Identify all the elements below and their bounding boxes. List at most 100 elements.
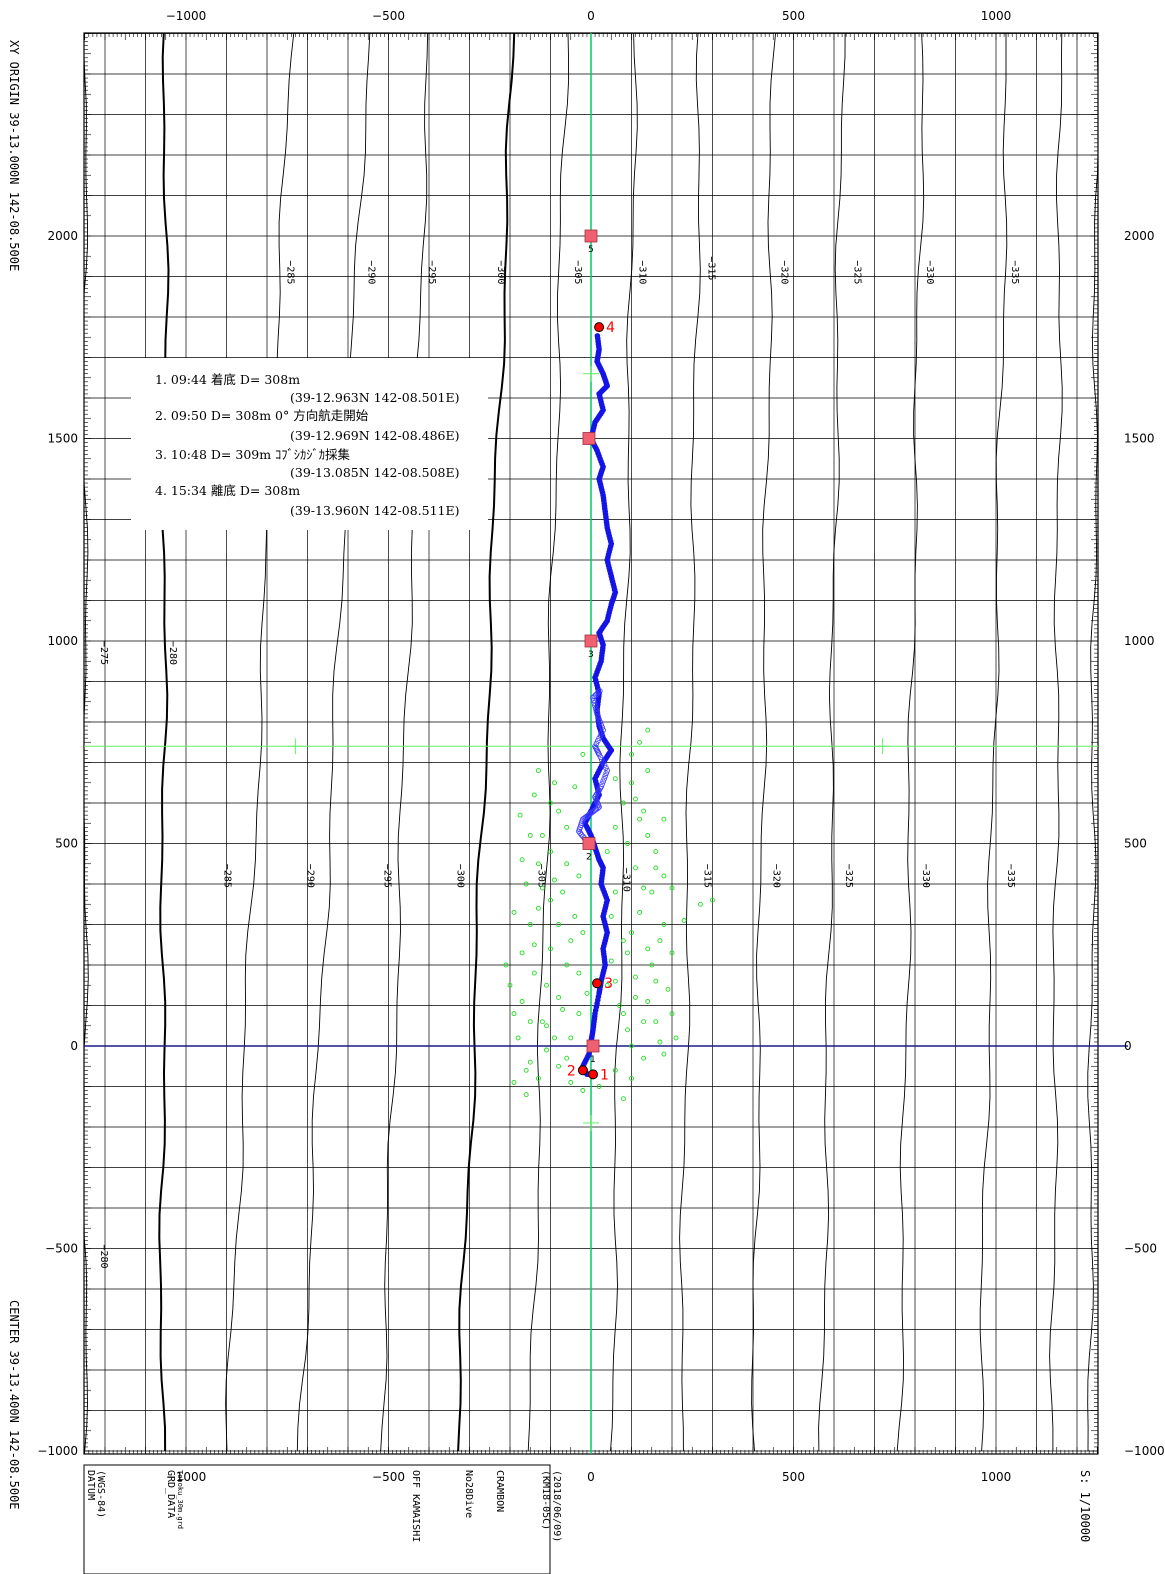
position-fix-point [637,816,643,822]
reference-lines [84,33,1128,1454]
position-fix-point [661,873,667,879]
legend-line-4: (39-12.969N 142-08.486E) [290,428,459,443]
contour-line [225,32,295,1452]
position-fix-point [580,930,586,936]
position-fix-point [612,824,618,830]
y-tick-label-right: 1500 [1124,432,1155,446]
position-fix-point [620,1011,626,1017]
track-point [600,759,606,766]
track-point [596,735,602,741]
position-fix-point [556,994,562,1000]
position-fix-point [637,739,643,745]
position-fix-point [564,962,570,968]
contour-line [896,32,925,1452]
y-tick-label-right: −1000 [1124,1444,1165,1458]
position-fix-point [568,938,574,944]
contour-label: −275 [98,641,109,665]
position-fix-point [620,800,626,806]
x-tick-label-bottom: −500 [372,1470,405,1484]
y-tick-label-right: 500 [1124,837,1147,851]
track-point [600,778,606,785]
position-fix-point [552,877,557,883]
contour-label: −300 [454,864,465,888]
position-fix-point [657,1039,663,1045]
position-fix-point [523,1092,529,1098]
x-tick-label-bottom: −1000 [166,1470,207,1484]
contour-label: −310 [620,868,631,892]
position-fix-point [641,1055,647,1061]
position-fix-point [653,865,659,871]
track-point [599,781,605,787]
contour-line [1049,32,1063,1451]
track-point [601,775,607,782]
position-fix-point [616,1003,622,1008]
position-fix-point [681,918,687,923]
track-point [592,702,598,709]
position-fix-point [596,1084,602,1089]
position-fix-point [653,1019,659,1025]
x-tick-label-bottom: 500 [782,1470,805,1484]
scale-label: S: 1/10000 [1078,1470,1092,1542]
track-point [593,740,600,747]
contour-label: −295 [426,260,437,284]
track-point [597,719,603,725]
x-tick-label-top: −500 [372,9,405,23]
position-fix-point [580,1088,586,1093]
contour-line [380,32,429,1452]
position-fix-point [645,999,651,1004]
position-fix-point [523,1067,529,1073]
position-fix-point [531,942,537,948]
position-fix-point [645,946,651,952]
track-point [594,805,601,811]
position-fix-point [531,792,537,798]
position-fix-point [612,889,618,895]
position-fix-point [511,1080,517,1085]
contour-label: −290 [365,260,376,284]
position-fix-point [661,1051,667,1057]
track-point [593,708,600,714]
position-fix-point [511,1011,517,1017]
position-fix-point [653,978,659,984]
contour-label: −320 [778,260,789,284]
position-fix-point [625,841,630,846]
event-label: 3 [604,976,613,992]
track-point [595,713,601,720]
contour-label: −280 [98,1245,109,1269]
position-fix-point [544,1023,549,1029]
track-point [603,770,609,777]
position-fix-point [612,776,618,782]
waypoint-label: 5 [588,245,594,255]
position-fix-point [657,938,663,944]
track-point [591,700,598,706]
position-fix-point [519,950,525,956]
contour-label: −280 [167,641,178,665]
track-point [600,727,606,733]
y-tick-label-left: 1500 [47,432,78,446]
datum-label: DATUM [85,1470,96,1500]
area-label: OFF KAMAISHI [410,1470,421,1542]
dive-label: No28Dive [463,1470,474,1518]
y-tick-label-left: −500 [45,1242,78,1256]
legend-line-6: (39-13.085N 142-08.508E) [290,465,459,480]
event-marker [588,1069,599,1080]
position-fix-point [556,1063,562,1069]
position-fix-point [535,1075,541,1081]
y-tick-label-left: 2000 [47,229,78,243]
position-fix-point [665,986,671,992]
y-tick-label-right: 1000 [1124,634,1155,648]
position-fix-point [649,962,655,968]
position-fix-point [564,1055,570,1061]
position-fix-point [572,913,578,919]
contour-label: −310 [637,260,648,284]
position-fix-point [511,909,517,915]
track-point [602,773,608,779]
position-fix-point [653,849,659,855]
position-fix-point [544,1047,549,1053]
track-point [598,729,605,736]
position-fix-point [669,885,675,891]
contour-line [457,32,516,1452]
contour-label: −315 [706,256,717,280]
position-fix-point [637,909,643,915]
position-fix-point [633,994,638,1000]
